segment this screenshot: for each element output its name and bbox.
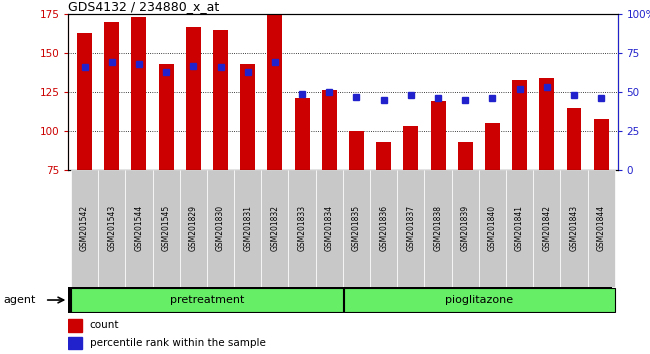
FancyBboxPatch shape — [479, 170, 506, 287]
Text: GSM201542: GSM201542 — [80, 205, 89, 251]
Bar — [458, 142, 473, 170]
Text: GSM201830: GSM201830 — [216, 205, 225, 251]
Bar — [294, 98, 309, 170]
Bar — [540, 78, 554, 170]
Text: GSM201835: GSM201835 — [352, 205, 361, 251]
Text: agent: agent — [3, 295, 36, 305]
FancyBboxPatch shape — [261, 170, 289, 287]
Text: GSM201844: GSM201844 — [597, 205, 606, 251]
FancyBboxPatch shape — [289, 170, 316, 287]
FancyBboxPatch shape — [397, 170, 424, 287]
Text: GSM201543: GSM201543 — [107, 205, 116, 251]
Bar — [322, 91, 337, 170]
Text: GSM201838: GSM201838 — [434, 205, 443, 251]
Bar — [77, 33, 92, 170]
FancyBboxPatch shape — [533, 170, 560, 287]
Bar — [213, 30, 228, 170]
Text: GSM201545: GSM201545 — [162, 205, 171, 251]
Text: GSM201833: GSM201833 — [298, 205, 307, 251]
FancyBboxPatch shape — [125, 170, 153, 287]
Text: GSM201842: GSM201842 — [542, 205, 551, 251]
Bar — [349, 131, 364, 170]
Text: GSM201837: GSM201837 — [406, 205, 415, 251]
FancyBboxPatch shape — [424, 170, 452, 287]
Bar — [376, 142, 391, 170]
Bar — [104, 22, 119, 170]
Text: GSM201840: GSM201840 — [488, 205, 497, 251]
Text: GSM201832: GSM201832 — [270, 205, 280, 251]
Text: GSM201843: GSM201843 — [569, 205, 578, 251]
FancyBboxPatch shape — [71, 170, 98, 287]
Text: pioglitazone: pioglitazone — [445, 295, 513, 305]
FancyBboxPatch shape — [506, 170, 533, 287]
FancyBboxPatch shape — [71, 288, 343, 312]
FancyBboxPatch shape — [98, 170, 125, 287]
Bar — [485, 123, 500, 170]
Text: count: count — [90, 320, 119, 330]
Text: GSM201841: GSM201841 — [515, 205, 524, 251]
Bar — [68, 337, 82, 349]
FancyBboxPatch shape — [560, 170, 588, 287]
Bar — [404, 126, 419, 170]
Text: GSM201834: GSM201834 — [325, 205, 334, 251]
FancyBboxPatch shape — [370, 170, 397, 287]
Bar — [267, 14, 282, 170]
Bar — [430, 101, 445, 170]
Bar — [593, 119, 608, 170]
Bar — [240, 64, 255, 170]
FancyBboxPatch shape — [343, 170, 370, 287]
FancyBboxPatch shape — [153, 170, 180, 287]
Text: GSM201831: GSM201831 — [243, 205, 252, 251]
FancyBboxPatch shape — [68, 287, 612, 313]
Bar — [186, 27, 201, 170]
Text: GSM201829: GSM201829 — [189, 205, 198, 251]
Bar — [131, 17, 146, 170]
FancyBboxPatch shape — [234, 170, 261, 287]
Bar — [159, 64, 174, 170]
Text: GDS4132 / 234880_x_at: GDS4132 / 234880_x_at — [68, 0, 220, 13]
FancyBboxPatch shape — [588, 170, 615, 287]
Text: GSM201836: GSM201836 — [379, 205, 388, 251]
FancyBboxPatch shape — [452, 170, 479, 287]
FancyBboxPatch shape — [180, 170, 207, 287]
Text: GSM201839: GSM201839 — [461, 205, 470, 251]
FancyBboxPatch shape — [207, 170, 234, 287]
Bar — [68, 319, 82, 332]
FancyBboxPatch shape — [316, 170, 343, 287]
FancyBboxPatch shape — [344, 288, 615, 312]
Text: percentile rank within the sample: percentile rank within the sample — [90, 338, 266, 348]
Bar — [567, 108, 582, 170]
Text: GSM201544: GSM201544 — [135, 205, 144, 251]
Text: pretreatment: pretreatment — [170, 295, 244, 305]
Bar — [512, 80, 527, 170]
